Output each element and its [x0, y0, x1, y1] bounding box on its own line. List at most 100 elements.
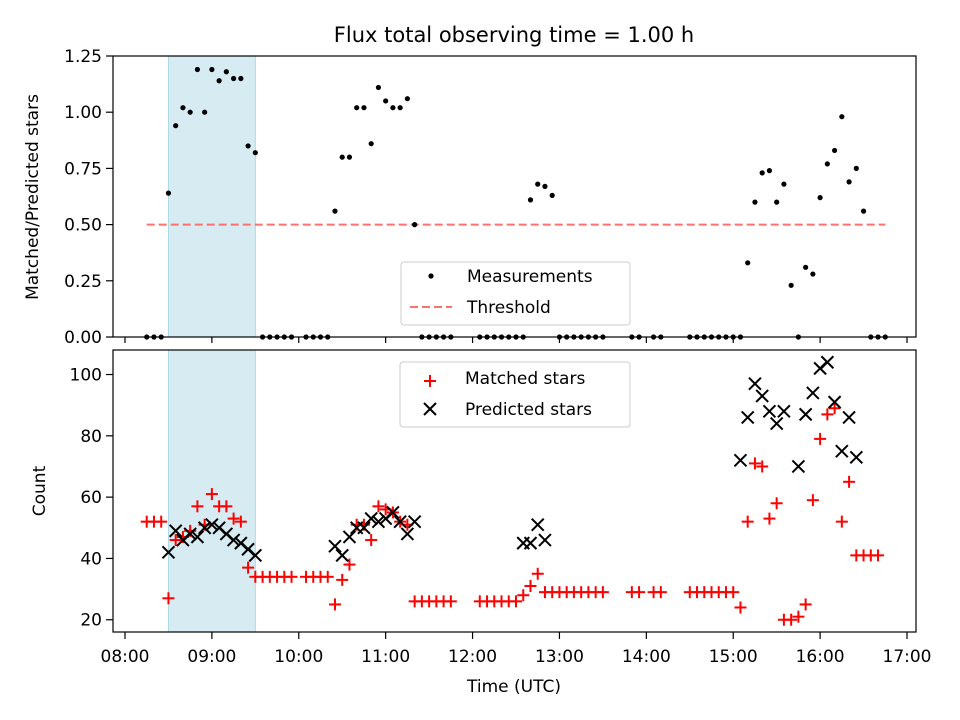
- measurement-point: [752, 199, 758, 205]
- matched-point: [633, 586, 646, 599]
- measurement-point: [361, 105, 367, 111]
- legend-matched-marker: [424, 375, 436, 387]
- matched-point: [234, 515, 247, 528]
- matched-point: [763, 512, 776, 525]
- matched-point: [321, 570, 334, 583]
- matched-point: [828, 402, 841, 415]
- matched-point: [748, 457, 761, 470]
- matched-point: [191, 500, 204, 513]
- matched-point: [205, 488, 218, 501]
- matched-point: [734, 601, 747, 614]
- measurement-point: [860, 208, 867, 214]
- predicted-point: [733, 453, 748, 468]
- predicted-point: [190, 530, 205, 544]
- measurement-point: [245, 143, 251, 149]
- measurement-point: [527, 197, 534, 203]
- legend-predicted-marker: [423, 402, 437, 416]
- matched-point: [444, 595, 457, 608]
- predicted-point: [777, 404, 791, 419]
- predicted-point: [538, 533, 552, 547]
- bottom-legend: Matched stars Predicted stars: [399, 361, 631, 428]
- matched-point: [799, 598, 812, 611]
- measurement-point: [223, 69, 229, 75]
- measurement-point: [390, 105, 396, 111]
- matched-point: [365, 534, 378, 547]
- measurement-point: [187, 109, 193, 115]
- predicted-point: [328, 539, 342, 553]
- legend-matched-label: Matched stars: [465, 369, 585, 389]
- matched-point: [872, 549, 885, 562]
- matched-point: [531, 567, 544, 580]
- measurement-point: [173, 123, 179, 129]
- top-ylabel: Matched/Predicted stars: [23, 94, 43, 300]
- predicted-point: [197, 521, 212, 535]
- x-tick-label: 17:00: [883, 647, 932, 667]
- x-tick-label: 08:00: [101, 647, 150, 667]
- bottom-y-ticks: 20 40 60 80 100: [70, 366, 113, 631]
- predicted-point: [357, 521, 371, 535]
- bottom-x-ticks: 08:00 09:00 10:00 11:00 12:00 13:00 14:00 15:00…: [101, 632, 932, 667]
- measurement-point: [759, 170, 765, 176]
- matched-point: [524, 580, 537, 593]
- x-tick-label: 12:00: [448, 647, 497, 667]
- predicted-point: [798, 407, 813, 422]
- matched-point: [220, 500, 233, 513]
- bottom-axes-frame: [112, 349, 917, 633]
- predicted-point: [364, 511, 378, 526]
- matched-point: [162, 592, 175, 605]
- predicted-point: [183, 527, 197, 541]
- y-tick-label: 0.50: [64, 216, 102, 236]
- measurement-point: [774, 199, 780, 205]
- y-tick-label: 0.75: [64, 159, 102, 179]
- y-tick-label: 60: [80, 488, 102, 508]
- x-tick-label: 14:00: [622, 647, 671, 667]
- matched-point: [770, 497, 783, 510]
- predicted-point: [827, 395, 842, 409]
- measurement-point: [766, 168, 773, 174]
- top-legend: Measurements Threshold: [400, 261, 631, 326]
- x-tick-label: 10:00: [274, 647, 323, 667]
- matched-point: [785, 613, 798, 626]
- predicted-point: [762, 404, 777, 419]
- measurement-point: [846, 179, 852, 185]
- matched-point: [821, 408, 834, 421]
- measurement-point: [817, 195, 823, 201]
- matched-point: [835, 515, 848, 528]
- measurement-point: [824, 161, 830, 167]
- predicted-point: [523, 536, 538, 550]
- x-tick-label: 16:00: [796, 647, 845, 667]
- measurement-point: [549, 192, 555, 198]
- measurement-point: [194, 66, 201, 73]
- measurement-point: [252, 150, 258, 156]
- highlight-span-rect: [167, 55, 256, 338]
- x-tick-label: 09:00: [187, 647, 236, 667]
- measurement-point: [368, 141, 374, 147]
- predicted-point: [820, 355, 835, 369]
- measurement-point: [339, 154, 345, 160]
- matched-point: [336, 573, 349, 586]
- legend-predicted-label: Predicted stars: [465, 400, 592, 420]
- y-tick-label: 80: [80, 427, 102, 447]
- measurement-point: [165, 190, 172, 196]
- predicted-point: [842, 410, 856, 425]
- matched-point: [227, 512, 240, 525]
- predicted-point: [531, 518, 545, 532]
- predicted-point: [393, 514, 407, 529]
- matched-point: [792, 610, 805, 623]
- measurement-point: [231, 75, 237, 82]
- predicted-point: [849, 450, 864, 464]
- matched-point: [328, 598, 341, 611]
- matched-point: [596, 586, 609, 599]
- matched-point: [843, 475, 856, 488]
- bottom-xlabel: Time (UTC): [466, 677, 561, 697]
- matched-points: [140, 402, 885, 626]
- predicted-point: [740, 410, 755, 425]
- predicted-point: [168, 524, 183, 538]
- measurement-point: [404, 96, 410, 102]
- x-tick-label: 13:00: [535, 647, 584, 667]
- measurement-point: [332, 208, 338, 214]
- top-panel: Flux total observing time = 1.00 h 0.000…: [23, 23, 917, 348]
- predicted-point: [755, 389, 769, 403]
- predicted-point: [371, 514, 386, 529]
- matched-point: [372, 500, 385, 513]
